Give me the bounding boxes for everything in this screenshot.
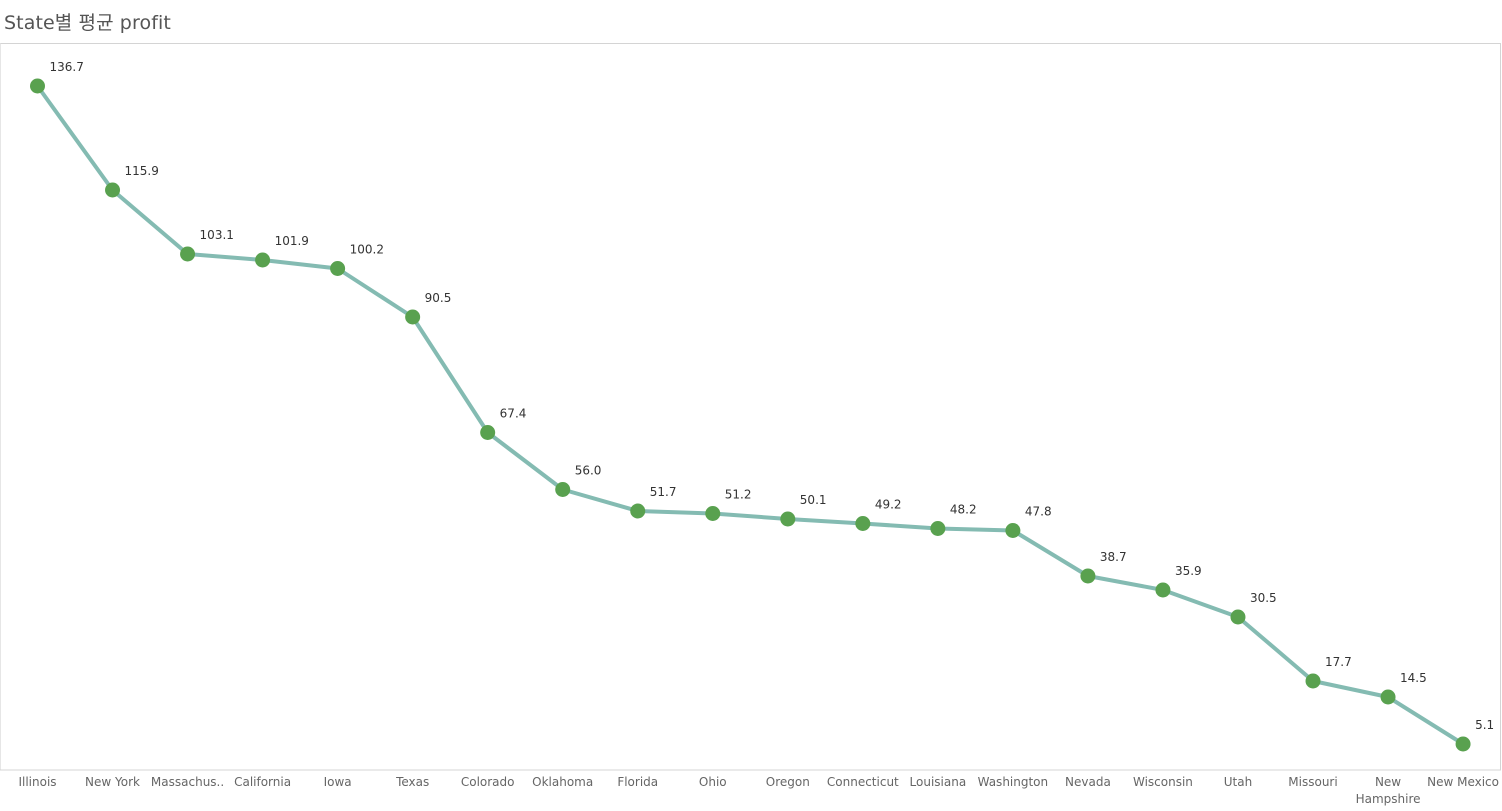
data-label: 115.9 <box>125 164 159 178</box>
data-point[interactable] <box>405 309 421 325</box>
x-tick-label: Nevada <box>1065 775 1111 789</box>
data-point[interactable] <box>1455 736 1471 752</box>
data-point[interactable] <box>630 503 646 519</box>
x-tick-label: Iowa <box>324 775 352 789</box>
data-point[interactable] <box>1080 568 1096 584</box>
x-tick-label: California <box>234 775 291 789</box>
x-tick-label: Oklahoma <box>532 775 593 789</box>
data-label: 30.5 <box>1250 591 1277 605</box>
data-label: 101.9 <box>275 234 309 248</box>
plot-frame <box>0 43 1501 770</box>
chart-title: State별 평균 profit <box>4 12 171 34</box>
x-tick-layer: Illinois New York Massachus.. California Iow… <box>18 775 1499 806</box>
data-label: 51.7 <box>650 485 677 499</box>
data-label-layer: 136.7 115.9 103.1 101.9 100.2 90.5 67.4 56.0 51.… <box>50 60 1495 732</box>
data-point[interactable] <box>555 482 571 497</box>
data-point[interactable] <box>105 182 121 198</box>
x-tick-label: Ohio <box>699 775 727 789</box>
x-tick-label: Louisiana <box>910 775 967 789</box>
x-tick-label: New York <box>85 775 140 789</box>
data-label: 48.2 <box>950 503 977 517</box>
data-label: 38.7 <box>1100 550 1127 564</box>
x-tick-label: Missouri <box>1288 775 1337 789</box>
data-label: 103.1 <box>200 228 234 242</box>
data-point[interactable] <box>1305 673 1321 689</box>
data-point[interactable] <box>855 516 871 531</box>
x-tick-label: Oregon <box>766 775 810 789</box>
data-point[interactable] <box>705 506 721 521</box>
data-point[interactable] <box>1005 523 1021 538</box>
data-label: 51.2 <box>725 488 752 502</box>
data-point[interactable] <box>780 511 796 527</box>
data-point[interactable] <box>1380 689 1396 705</box>
data-point[interactable] <box>930 521 946 536</box>
data-point[interactable] <box>1230 609 1246 625</box>
x-tick-label: Connecticut <box>827 775 899 789</box>
data-label: 67.4 <box>500 407 527 421</box>
data-label: 90.5 <box>425 291 452 305</box>
x-tick-label: Illinois <box>18 775 56 789</box>
data-label: 35.9 <box>1175 564 1202 578</box>
series-layer <box>35 84 1466 746</box>
x-tick-label: New Hampshire <box>1356 775 1421 806</box>
data-label: 14.5 <box>1400 671 1427 685</box>
data-point[interactable] <box>330 261 346 276</box>
data-label: 5.1 <box>1475 718 1494 732</box>
x-tick-label: Utah <box>1224 775 1252 789</box>
data-point[interactable] <box>180 246 196 262</box>
marker-layer <box>30 78 1471 752</box>
data-point[interactable] <box>30 78 45 94</box>
x-tick-label: Wisconsin <box>1133 775 1193 789</box>
x-tick-label: Washington <box>978 775 1049 789</box>
data-label: 56.0 <box>575 464 602 478</box>
data-point[interactable] <box>255 252 271 268</box>
x-tick-label: Massachus.. <box>151 775 224 789</box>
data-label: 17.7 <box>1325 655 1352 669</box>
data-label: 50.1 <box>800 493 827 507</box>
x-tick-label: New Mexico <box>1427 775 1499 789</box>
data-label: 136.7 <box>50 60 84 74</box>
x-tick-label: Texas <box>395 775 429 789</box>
data-point[interactable] <box>480 425 496 440</box>
data-label: 49.2 <box>875 498 902 512</box>
data-label: 47.8 <box>1025 505 1052 519</box>
x-tick-label: Colorado <box>461 775 515 789</box>
x-tick-label: Florida <box>617 775 658 789</box>
data-point[interactable] <box>1155 582 1171 598</box>
series-line <box>35 84 1466 746</box>
data-label: 100.2 <box>350 243 384 257</box>
